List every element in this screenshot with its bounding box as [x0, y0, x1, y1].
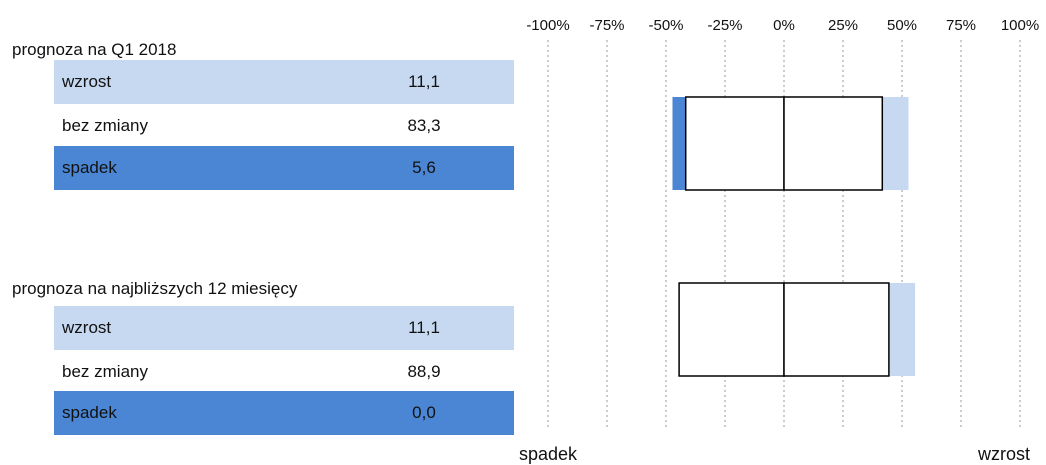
bar-bez-zmiany-left	[678, 282, 785, 377]
bar-spadek	[672, 97, 686, 190]
row-label: bez zmiany	[62, 116, 148, 135]
row-value: 11,1	[408, 72, 440, 91]
row-label: spadek	[62, 403, 117, 422]
row-label: bez zmiany	[62, 362, 148, 381]
tick-labels: -100% -75% -50% -25% 0% 25% 50% 75% 100%	[526, 17, 1039, 34]
tick-label: 0%	[773, 17, 795, 34]
table-row-12m-spadek: spadek 0,0	[54, 391, 514, 435]
bar-bez-zmiany-right	[783, 282, 890, 377]
bar-bez-zmiany-right	[783, 96, 884, 191]
row-value: 5,6	[412, 158, 436, 177]
bars	[672, 96, 916, 377]
tick-label: 25%	[828, 17, 858, 34]
tick-label: -25%	[707, 17, 742, 34]
right-axis-label: wzrost	[977, 444, 1030, 464]
left-axis-label: spadek	[519, 444, 578, 464]
tick-label: -100%	[526, 17, 569, 34]
tick-label: -50%	[648, 17, 683, 34]
row-label: wzrost	[62, 318, 112, 337]
row-value: 11,1	[408, 318, 440, 337]
tick-label: 100%	[1001, 17, 1039, 34]
tick-label: 50%	[887, 17, 917, 34]
tick-label: 75%	[946, 17, 976, 34]
table-row-q1-spadek: spadek 5,6	[54, 146, 514, 190]
bar-wzrost	[882, 97, 909, 190]
row-value: 83,3	[407, 116, 441, 135]
row-value: 88,9	[407, 362, 441, 381]
group-title-q1: prognoza na Q1 2018	[12, 40, 177, 59]
bar-wzrost	[888, 283, 916, 376]
tick-label: -75%	[589, 17, 624, 34]
row-label: wzrost	[62, 72, 112, 91]
table-row-12m-bez-zmiany: bez zmiany 88,9	[54, 350, 514, 394]
group-title-12m: prognoza na najbliższych 12 miesięcy	[12, 279, 298, 298]
table-row-12m-wzrost: wzrost 11,1	[54, 306, 514, 350]
table-row-q1-wzrost: wzrost 11,1	[54, 60, 514, 104]
row-label: spadek	[62, 158, 117, 177]
table-row-q1-bez-zmiany: bez zmiany 83,3	[54, 104, 514, 148]
row-value: 0,0	[412, 403, 436, 422]
bar-bez-zmiany-left	[684, 96, 785, 191]
